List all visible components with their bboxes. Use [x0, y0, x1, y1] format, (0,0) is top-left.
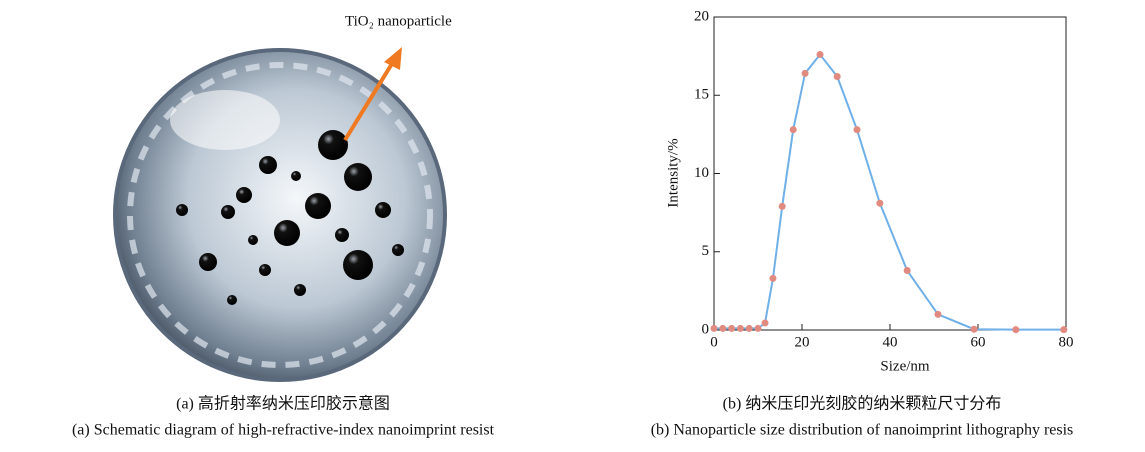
data-point — [778, 202, 786, 210]
data-point — [970, 325, 978, 333]
resist-illustration — [113, 47, 447, 382]
data-point — [876, 199, 884, 207]
data-point — [745, 324, 753, 332]
data-point — [728, 324, 736, 332]
data-line — [714, 52, 1064, 331]
y-tick-label: 15 — [694, 87, 709, 103]
x-tick-label: 40 — [883, 334, 898, 350]
caption-en: (b) Nanoparticle size distribution of na… — [651, 422, 1074, 439]
data-point — [769, 274, 777, 282]
caption-cn: (b) 纳米压印光刻胶的纳米颗粒尺寸分布 — [723, 395, 1002, 413]
data-point — [853, 126, 861, 134]
data-point — [1012, 326, 1020, 334]
data-point — [934, 310, 942, 318]
data-point — [754, 324, 762, 332]
y-tick-label: 0 — [702, 321, 710, 337]
data-point — [816, 51, 824, 59]
data-point — [789, 126, 797, 134]
x-tick-label: 20 — [795, 334, 810, 350]
y-axis-label: Intensity/% — [665, 138, 681, 207]
x-axis-label: Size/nm — [880, 358, 929, 374]
data-point — [801, 69, 809, 77]
data-point — [1060, 326, 1068, 334]
data-point — [903, 267, 911, 275]
annotation: TiO₂ nanoparticle — [345, 13, 452, 29]
data-point — [736, 324, 744, 332]
data-point — [761, 319, 769, 327]
y-tick-label: 10 — [694, 165, 709, 181]
x-tick-label: 80 — [1059, 334, 1074, 350]
plot-frame — [713, 16, 1067, 331]
data-point — [710, 324, 718, 332]
data-point — [833, 72, 841, 80]
y-tick-label: 20 — [694, 8, 709, 24]
y-tick-label: 5 — [702, 243, 710, 259]
x-tick-label: 0 — [710, 334, 718, 350]
caption-cn: (a) 高折射率纳米压印胶示意图 — [176, 394, 390, 413]
data-point — [719, 324, 727, 332]
caption-en: (a) Schematic diagram of high-refractive… — [72, 422, 495, 439]
x-tick-label: 60 — [971, 334, 986, 350]
